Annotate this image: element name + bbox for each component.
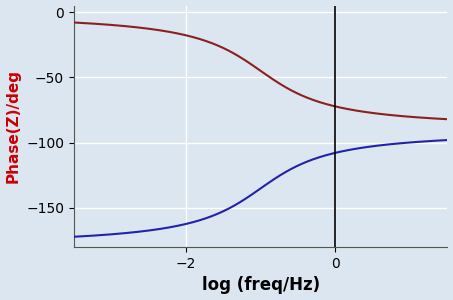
Y-axis label: Phase(Z)/deg: Phase(Z)/deg [5, 69, 20, 183]
X-axis label: log (freq/Hz): log (freq/Hz) [202, 276, 320, 294]
